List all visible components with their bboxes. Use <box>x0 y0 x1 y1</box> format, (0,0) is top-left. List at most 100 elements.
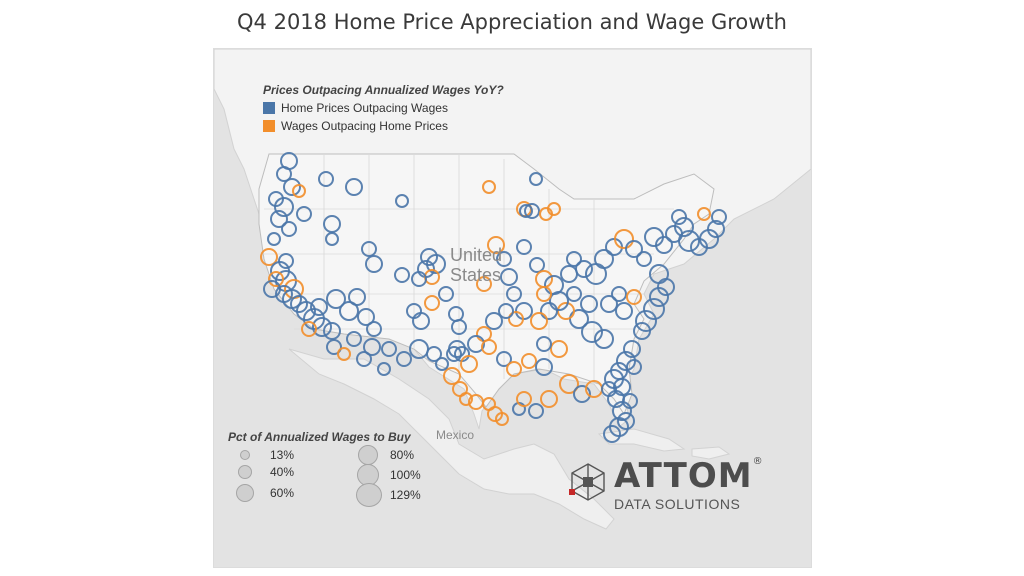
metro-marker-home-prices[interactable] <box>603 425 621 443</box>
metro-marker-home-prices[interactable] <box>529 257 545 273</box>
metro-marker-wages[interactable] <box>487 236 505 254</box>
metro-marker-home-prices[interactable] <box>296 206 312 222</box>
metro-marker-home-prices[interactable] <box>636 251 652 267</box>
metro-marker-home-prices[interactable] <box>600 295 618 313</box>
metro-marker-wages[interactable] <box>481 339 497 355</box>
metro-marker-wages[interactable] <box>540 390 558 408</box>
metro-marker-home-prices[interactable] <box>536 336 552 352</box>
metro-marker-home-prices[interactable] <box>496 251 512 267</box>
metro-marker-wages[interactable] <box>301 321 317 337</box>
metro-marker-home-prices[interactable] <box>573 385 591 403</box>
metro-marker-wages[interactable] <box>521 353 537 369</box>
map-view[interactable]: Prices Outpacing Annualized Wages YoY? H… <box>213 48 812 568</box>
metro-marker-wages[interactable] <box>530 312 548 330</box>
metro-marker-home-prices[interactable] <box>506 286 522 302</box>
metro-marker-home-prices[interactable] <box>435 357 449 371</box>
metro-marker-wages[interactable] <box>443 367 461 385</box>
metro-marker-home-prices[interactable] <box>381 341 397 357</box>
metro-marker-home-prices[interactable] <box>356 351 372 367</box>
metro-marker-home-prices[interactable] <box>395 194 409 208</box>
metro-marker-home-prices[interactable] <box>626 359 642 375</box>
legend-item-home-prices[interactable]: Home Prices Outpacing Wages <box>263 101 504 115</box>
metro-marker-home-prices[interactable] <box>485 312 503 330</box>
metro-marker-home-prices[interactable] <box>323 322 341 340</box>
metro-marker-home-prices[interactable] <box>655 236 673 254</box>
metro-marker-home-prices[interactable] <box>312 317 332 337</box>
metro-marker-home-prices[interactable] <box>377 362 391 376</box>
metro-marker-home-prices[interactable] <box>420 248 438 266</box>
metro-marker-home-prices[interactable] <box>635 310 657 332</box>
metro-marker-wages[interactable] <box>547 202 561 216</box>
metro-marker-home-prices[interactable] <box>612 401 632 421</box>
metro-marker-home-prices[interactable] <box>594 249 614 269</box>
metro-marker-home-prices[interactable] <box>594 329 614 349</box>
metro-marker-home-prices[interactable] <box>633 322 651 340</box>
metro-marker-home-prices[interactable] <box>263 280 281 298</box>
legend-item-wages[interactable]: Wages Outpacing Home Prices <box>263 119 504 133</box>
metro-marker-wages[interactable] <box>495 412 509 426</box>
metro-marker-home-prices[interactable] <box>310 298 328 316</box>
metro-marker-wages[interactable] <box>460 355 478 373</box>
metro-marker-home-prices[interactable] <box>678 230 700 252</box>
metro-marker-home-prices[interactable] <box>657 278 675 296</box>
metro-marker-wages[interactable] <box>559 374 579 394</box>
metro-marker-home-prices[interactable] <box>348 288 366 306</box>
metro-marker-wages[interactable] <box>516 391 532 407</box>
metro-marker-home-prices[interactable] <box>516 239 532 255</box>
metro-marker-home-prices[interactable] <box>278 253 294 269</box>
metro-marker-home-prices[interactable] <box>357 308 375 326</box>
metro-marker-home-prices[interactable] <box>611 286 627 302</box>
metro-marker-wages[interactable] <box>337 347 351 361</box>
metro-marker-home-prices[interactable] <box>498 303 514 319</box>
metro-marker-home-prices[interactable] <box>617 412 635 430</box>
metro-marker-wages[interactable] <box>550 340 568 358</box>
metro-marker-wages[interactable] <box>476 276 492 292</box>
metro-marker-home-prices[interactable] <box>580 295 598 313</box>
metro-marker-home-prices[interactable] <box>528 403 544 419</box>
metro-marker-wages[interactable] <box>260 248 278 266</box>
metro-marker-home-prices[interactable] <box>623 340 641 358</box>
metro-marker-home-prices[interactable] <box>671 209 687 225</box>
metro-marker-home-prices[interactable] <box>283 178 301 196</box>
metro-marker-home-prices[interactable] <box>276 166 292 182</box>
metro-marker-wages[interactable] <box>459 392 473 406</box>
metro-marker-home-prices[interactable] <box>711 209 727 225</box>
metro-marker-wages[interactable] <box>268 271 284 287</box>
metro-marker-home-prices[interactable] <box>396 351 412 367</box>
metro-marker-wages[interactable] <box>697 207 711 221</box>
metro-marker-home-prices[interactable] <box>448 340 466 358</box>
metro-marker-home-prices[interactable] <box>707 220 725 238</box>
metro-marker-home-prices[interactable] <box>267 232 281 246</box>
metro-marker-home-prices[interactable] <box>524 203 540 219</box>
metro-marker-home-prices[interactable] <box>649 287 669 307</box>
metro-marker-home-prices[interactable] <box>451 319 467 335</box>
metro-marker-home-prices[interactable] <box>361 241 377 257</box>
metro-marker-wages[interactable] <box>482 180 496 194</box>
metro-marker-home-prices[interactable] <box>581 321 603 343</box>
metro-marker-home-prices[interactable] <box>365 255 383 273</box>
metro-marker-home-prices[interactable] <box>601 381 617 397</box>
metro-marker-home-prices[interactable] <box>394 267 410 283</box>
metro-marker-home-prices[interactable] <box>346 331 362 347</box>
metro-marker-home-prices[interactable] <box>296 301 316 321</box>
metro-marker-home-prices[interactable] <box>540 302 558 320</box>
metro-marker-home-prices[interactable] <box>529 172 543 186</box>
metro-marker-home-prices[interactable] <box>326 339 342 355</box>
metro-marker-home-prices[interactable] <box>496 351 512 367</box>
metro-marker-home-prices[interactable] <box>615 302 633 320</box>
map-canvas[interactable] <box>214 49 811 567</box>
metro-marker-home-prices[interactable] <box>500 268 518 286</box>
metro-marker-home-prices[interactable] <box>438 286 454 302</box>
metro-marker-home-prices[interactable] <box>566 251 582 267</box>
metro-marker-home-prices[interactable] <box>412 312 430 330</box>
metro-marker-wages[interactable] <box>292 184 306 198</box>
metro-marker-home-prices[interactable] <box>535 358 553 376</box>
metro-marker-home-prices[interactable] <box>339 301 359 321</box>
metro-marker-home-prices[interactable] <box>326 289 346 309</box>
metro-marker-home-prices[interactable] <box>290 295 308 313</box>
metro-marker-home-prices[interactable] <box>325 232 339 246</box>
metro-marker-wages[interactable] <box>536 286 552 302</box>
metro-marker-home-prices[interactable] <box>345 178 363 196</box>
metro-marker-home-prices[interactable] <box>274 197 294 217</box>
metro-marker-home-prices[interactable] <box>467 335 485 353</box>
